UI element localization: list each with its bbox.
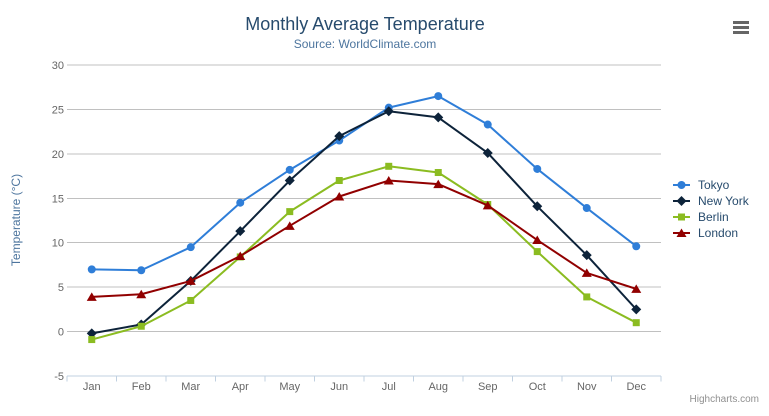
data-point-london-sep[interactable] (482, 200, 493, 210)
legend-label: Tokyo (698, 178, 730, 192)
legend-marker-triangle-icon (676, 228, 687, 237)
data-point-tokyo-apr[interactable] (236, 198, 245, 207)
data-point-london-aug[interactable] (433, 179, 444, 189)
x-axis-label: Jul (382, 381, 396, 393)
legend-symbol-diamond-icon (673, 196, 690, 206)
legend-item-london[interactable]: London (673, 225, 749, 241)
data-point-london-dec[interactable] (631, 284, 642, 293)
y-axis-label: 5 (58, 282, 64, 294)
data-point-new-york-jul[interactable] (383, 106, 394, 117)
data-point-london-nov[interactable] (581, 268, 592, 277)
data-point-tokyo-mar[interactable] (186, 243, 195, 252)
hamburger-icon (733, 21, 749, 24)
data-point-new-york-oct[interactable] (532, 201, 543, 212)
data-point-berlin-may[interactable] (286, 208, 294, 216)
y-axis-label: 0 (58, 327, 64, 339)
data-point-tokyo-dec[interactable] (632, 242, 641, 251)
x-axis-label: Sep (478, 381, 498, 393)
data-point-berlin-jul[interactable] (385, 162, 393, 170)
data-point-london-may[interactable] (284, 221, 295, 230)
x-axis-label: Jan (83, 381, 101, 393)
x-axis-label: May (279, 381, 300, 393)
series-line-new-york[interactable] (90, 110, 638, 335)
x-axis-label: Aug (428, 381, 448, 393)
data-point-berlin-jan[interactable] (88, 336, 96, 344)
data-point-berlin-jun[interactable] (335, 177, 343, 185)
data-point-new-york-sep[interactable] (482, 147, 493, 158)
series-line-london[interactable] (90, 179, 638, 298)
chart-subtitle: Source: WorldClimate.com (293, 37, 437, 51)
hamburger-icon (733, 31, 749, 34)
y-axis-label: 15 (52, 193, 64, 205)
data-point-tokyo-jan[interactable] (87, 265, 96, 274)
legend-label: London (698, 226, 739, 240)
data-point-london-mar[interactable] (185, 276, 196, 285)
data-point-new-york-dec[interactable] (631, 304, 642, 315)
x-axis-label: Oct (529, 381, 546, 393)
data-point-london-jun[interactable] (334, 192, 345, 201)
data-point-new-york-jan[interactable] (86, 328, 97, 339)
credits-link[interactable]: Highcharts.com (689, 394, 759, 405)
data-point-new-york-apr[interactable] (235, 226, 246, 237)
legend-symbol-circle-icon (673, 181, 690, 189)
data-point-new-york-nov[interactable] (581, 250, 592, 261)
series-line-tokyo[interactable] (90, 95, 638, 272)
data-point-berlin-oct[interactable] (533, 248, 541, 256)
data-point-new-york-aug[interactable] (433, 112, 444, 123)
data-point-tokyo-feb[interactable] (137, 266, 146, 275)
data-point-london-feb[interactable] (136, 289, 147, 299)
x-axis-label: Feb (132, 381, 151, 393)
data-point-tokyo-sep[interactable] (483, 120, 492, 129)
data-point-london-jan[interactable] (86, 292, 97, 301)
legend-symbol-square-icon (673, 213, 690, 221)
legend-symbol-triangle-icon (673, 228, 690, 237)
legend-item-berlin[interactable]: Berlin (673, 209, 749, 225)
data-point-berlin-dec[interactable] (632, 319, 640, 327)
legend-item-new-york[interactable]: New York (673, 193, 749, 209)
y-axis-title: Temperature (°C) (9, 173, 23, 267)
data-point-london-apr[interactable] (235, 251, 246, 261)
y-axis-label: 20 (52, 149, 64, 161)
legend-marker-diamond-icon (676, 196, 687, 206)
x-axis-label: Nov (577, 381, 597, 393)
y-axis-label: 25 (52, 104, 64, 116)
data-point-tokyo-may[interactable] (285, 165, 294, 174)
data-point-berlin-nov[interactable] (583, 293, 591, 301)
legend-marker-circle-icon (677, 181, 686, 189)
data-point-new-york-may[interactable] (284, 175, 295, 186)
legend-label: Berlin (698, 210, 729, 224)
data-point-berlin-mar[interactable] (187, 296, 195, 304)
legend-item-tokyo[interactable]: Tokyo (673, 177, 749, 193)
data-point-tokyo-nov[interactable] (582, 204, 591, 213)
legend-marker-square-icon (678, 213, 685, 221)
x-axis-label: Jun (330, 381, 348, 393)
x-axis-label: Apr (232, 381, 249, 393)
data-point-london-jul[interactable] (383, 176, 394, 185)
data-point-tokyo-aug[interactable] (434, 92, 443, 101)
legend-label: New York (698, 194, 749, 208)
x-axis-label: Mar (181, 381, 200, 393)
data-point-berlin-aug[interactable] (434, 169, 442, 177)
series-line-berlin[interactable] (90, 165, 638, 341)
export-menu-button[interactable] (733, 21, 749, 34)
y-axis-label: -5 (54, 371, 64, 383)
data-point-new-york-jun[interactable] (334, 131, 345, 142)
data-point-tokyo-oct[interactable] (533, 164, 542, 173)
chart-title: Monthly Average Temperature (245, 14, 485, 34)
legend: Tokyo New York Berlin London (673, 177, 749, 241)
x-axis-label: Dec (626, 381, 646, 393)
hamburger-icon (733, 26, 749, 29)
data-point-berlin-feb[interactable] (137, 322, 145, 330)
data-point-london-oct[interactable] (532, 235, 543, 245)
y-axis-label: 10 (52, 238, 64, 250)
y-axis-label: 30 (52, 60, 64, 72)
